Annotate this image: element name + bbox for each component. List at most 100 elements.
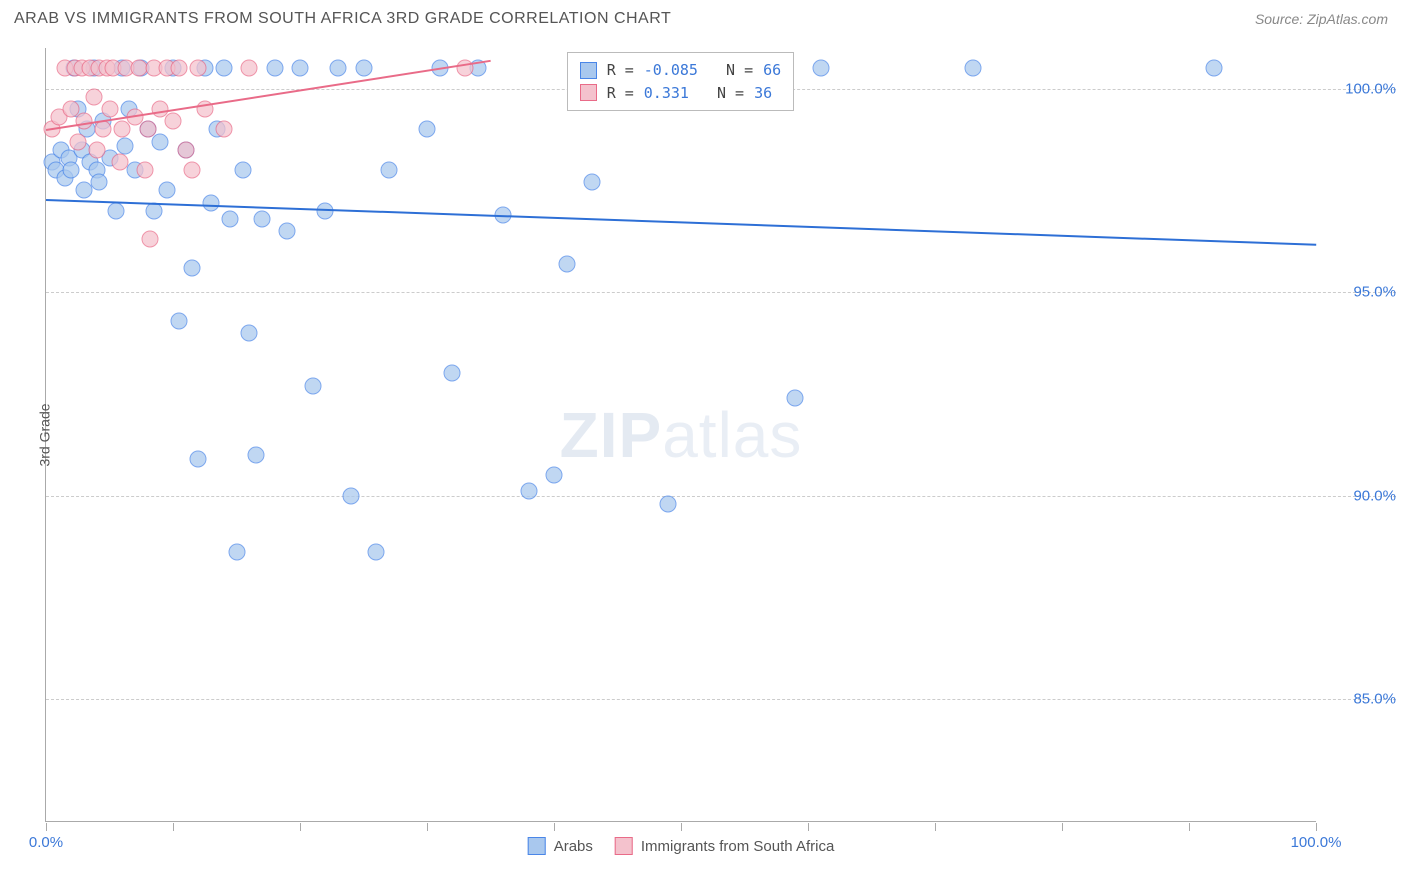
scatter-point	[266, 60, 283, 77]
scatter-point	[584, 174, 601, 191]
x-tick	[427, 823, 428, 831]
stats-r-value: 0.331	[644, 82, 689, 105]
scatter-point	[965, 60, 982, 77]
scatter-point	[558, 255, 575, 272]
scatter-point	[76, 182, 93, 199]
x-tick	[1062, 823, 1063, 831]
scatter-point	[444, 365, 461, 382]
scatter-point	[114, 121, 131, 138]
scatter-point	[368, 544, 385, 561]
x-tick-label: 100.0%	[1291, 834, 1342, 851]
scatter-point	[660, 495, 677, 512]
stats-row: R = -0.085 N = 66	[580, 59, 782, 82]
scatter-point	[142, 231, 159, 248]
scatter-point	[215, 60, 232, 77]
scatter-point	[165, 113, 182, 130]
scatter-point	[88, 141, 105, 158]
scatter-point	[171, 312, 188, 329]
chart-area: 3rd Grade ZIPatlas 85.0%90.0%95.0%100.0%…	[45, 48, 1316, 822]
scatter-point	[177, 141, 194, 158]
scatter-point	[1206, 60, 1223, 77]
scatter-point	[234, 162, 251, 179]
stats-n-label: N =	[699, 82, 744, 105]
x-tick-label: 0.0%	[29, 834, 63, 851]
scatter-point	[107, 202, 124, 219]
scatter-point	[101, 101, 118, 118]
scatter-point	[253, 210, 270, 227]
scatter-point	[279, 223, 296, 240]
scatter-point	[241, 60, 258, 77]
scatter-point	[190, 60, 207, 77]
scatter-point	[380, 162, 397, 179]
legend-swatch	[528, 837, 546, 855]
scatter-point	[152, 133, 169, 150]
x-tick	[46, 823, 47, 831]
legend-label: Arabs	[554, 838, 593, 855]
scatter-point	[171, 60, 188, 77]
scatter-point	[304, 377, 321, 394]
gridline-h	[46, 699, 1396, 700]
x-tick	[173, 823, 174, 831]
scatter-point	[241, 324, 258, 341]
x-tick	[681, 823, 682, 831]
x-tick	[1189, 823, 1190, 831]
legend-swatch	[580, 62, 597, 79]
stats-n-label: N =	[708, 59, 753, 82]
x-tick	[300, 823, 301, 831]
gridline-h	[46, 292, 1396, 293]
scatter-point	[546, 467, 563, 484]
scatter-point	[86, 88, 103, 105]
scatter-point	[190, 450, 207, 467]
scatter-point	[787, 389, 804, 406]
legend-swatch	[615, 837, 633, 855]
x-tick	[554, 823, 555, 831]
scatter-point	[419, 121, 436, 138]
scatter-point	[520, 483, 537, 500]
scatter-point	[228, 544, 245, 561]
scatter-point	[215, 121, 232, 138]
scatter-point	[69, 133, 86, 150]
scatter-point	[158, 182, 175, 199]
watermark: ZIPatlas	[560, 398, 803, 472]
stats-row: R = 0.331 N = 36	[580, 82, 782, 105]
chart-title: ARAB VS IMMIGRANTS FROM SOUTH AFRICA 3RD…	[14, 10, 671, 28]
scatter-point	[184, 259, 201, 276]
chart-source: Source: ZipAtlas.com	[1255, 11, 1388, 27]
stats-box: R = -0.085 N = 66R = 0.331 N = 36	[567, 52, 795, 111]
stats-n-value: 36	[754, 82, 772, 105]
scatter-point	[292, 60, 309, 77]
legend-item: Immigrants from South Africa	[615, 837, 834, 855]
scatter-point	[203, 194, 220, 211]
scatter-point	[63, 162, 80, 179]
scatter-point	[116, 137, 133, 154]
scatter-point	[355, 60, 372, 77]
y-tick-label: 100.0%	[1345, 80, 1396, 97]
scatter-point	[137, 162, 154, 179]
y-tick-label: 85.0%	[1353, 690, 1396, 707]
legend-swatch	[580, 84, 597, 101]
stats-r-value: -0.085	[644, 59, 698, 82]
scatter-point	[95, 121, 112, 138]
stats-r-label: R =	[607, 59, 634, 82]
y-tick-label: 90.0%	[1353, 487, 1396, 504]
scatter-point	[139, 121, 156, 138]
y-tick-label: 95.0%	[1353, 284, 1396, 301]
stats-r-label: R =	[607, 82, 634, 105]
scatter-point	[222, 210, 239, 227]
chart-legend: Arabs Immigrants from South Africa	[528, 837, 835, 855]
x-tick	[935, 823, 936, 831]
scatter-point	[184, 162, 201, 179]
x-tick	[808, 823, 809, 831]
scatter-point	[91, 174, 108, 191]
legend-label: Immigrants from South Africa	[641, 838, 834, 855]
scatter-point	[111, 153, 128, 170]
header-row: ARAB VS IMMIGRANTS FROM SOUTH AFRICA 3RD…	[0, 0, 1406, 32]
y-axis-label: 3rd Grade	[37, 403, 53, 466]
stats-n-value: 66	[763, 59, 781, 82]
scatter-point	[342, 487, 359, 504]
x-tick	[1316, 823, 1317, 831]
scatter-point	[247, 446, 264, 463]
scatter-point	[812, 60, 829, 77]
legend-item: Arabs	[528, 837, 593, 855]
gridline-h	[46, 496, 1396, 497]
